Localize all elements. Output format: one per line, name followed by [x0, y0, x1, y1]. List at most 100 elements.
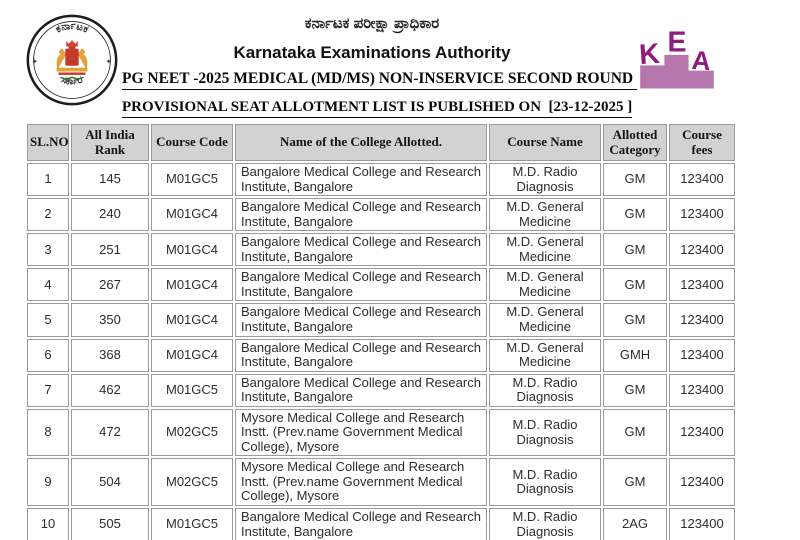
cell-course-code: M01GC4 [151, 198, 233, 232]
cell-allotted-category: GM [603, 163, 667, 197]
cell-college-name: Bangalore Medical College and Research I… [235, 233, 487, 267]
round-title: PG NEET -2025 MEDICAL (MD/MS) NON-INSERV… [122, 70, 638, 90]
emblem-center-motif [56, 39, 88, 80]
cell-course-name: M.D. Radio Diagnosis [489, 408, 601, 457]
cell-course-code: M01GC4 [151, 233, 233, 267]
cell-slno: 9 [27, 458, 69, 507]
cell-allotted-category: GM [603, 303, 667, 337]
table-header-row: SL.NO All India Rank Course Code Name of th… [27, 124, 735, 162]
cell-college-name: Bangalore Medical College and Research I… [235, 338, 487, 372]
cell-course-fees: 123400 [669, 373, 735, 407]
cell-allotted-category: GM [603, 198, 667, 232]
cell-course-code: M01GC4 [151, 338, 233, 372]
cell-course-name: M.D. General Medicine [489, 233, 601, 267]
table-row: 2 240 M01GC4 Bangalore Medical College and … [27, 198, 735, 232]
cell-slno: 7 [27, 373, 69, 407]
cell-all-india-rank: 240 [71, 198, 149, 232]
cell-allotted-category: GM [603, 408, 667, 457]
cell-college-name: Bangalore Medical College and Research I… [235, 303, 487, 337]
letterhead: ಕರ್ನಾಟಕ ಪರೀಕ್ಷಾ ಪ್ರಾಧಿಕಾರ Karnataka Exam… [122, 8, 638, 118]
cell-course-code: M02GC5 [151, 458, 233, 507]
table-row: 7 462 M01GC5 Bangalore Medical College and … [27, 373, 735, 407]
org-name-kannada: ಕರ್ನಾಟಕ ಪರೀಕ್ಷಾ ಪ್ರಾಧಿಕಾರ [304, 15, 440, 32]
cell-course-name: M.D. Radio Diagnosis [489, 163, 601, 197]
cell-course-fees: 123400 [669, 198, 735, 232]
cell-course-name: M.D. Radio Diagnosis [489, 458, 601, 507]
column-header: Allotted Category [603, 124, 667, 162]
emblem-top-text: ಕರ್ನಾಟಕ [54, 21, 90, 36]
cell-slno: 1 [27, 163, 69, 197]
cell-course-code: M01GC4 [151, 303, 233, 337]
cell-course-fees: 123400 [669, 268, 735, 302]
cell-course-name: M.D. General Medicine [489, 303, 601, 337]
cell-course-fees: 123400 [669, 338, 735, 372]
table-row: 5 350 M01GC4 Bangalore Medical College and … [27, 303, 735, 337]
cell-course-fees: 123400 [669, 303, 735, 337]
cell-slno: 4 [27, 268, 69, 302]
cell-course-code: M01GC5 [151, 508, 233, 540]
cell-slno: 5 [27, 303, 69, 337]
kea-letter-e: E [668, 27, 687, 59]
kea-logo-icon: K E A [638, 27, 714, 89]
cell-course-fees: 123400 [669, 163, 735, 197]
cell-all-india-rank: 145 [71, 163, 149, 197]
cell-all-india-rank: 368 [71, 338, 149, 372]
emblem-left-ornament: ✦ [32, 57, 39, 66]
cell-course-code: M01GC4 [151, 268, 233, 302]
publish-line: PROVISIONAL SEAT ALLOTMENT LIST IS PUBLI… [122, 99, 633, 118]
cell-course-name: M.D. Radio Diagnosis [489, 373, 601, 407]
kea-letter-a: A [691, 45, 712, 76]
cell-college-name: Bangalore Medical College and Research I… [235, 163, 487, 197]
cell-college-name: Mysore Medical College and Research Inst… [235, 458, 487, 507]
cell-all-india-rank: 505 [71, 508, 149, 540]
table-row: 1 145 M01GC5 Bangalore Medical College and … [27, 163, 735, 197]
table-row: 3 251 M01GC4 Bangalore Medical College and … [27, 233, 735, 267]
cell-course-fees: 123400 [669, 408, 735, 457]
column-header: Name of the College Allotted. [235, 124, 487, 162]
cell-course-name: M.D. General Medicine [489, 338, 601, 372]
cell-college-name: Bangalore Medical College and Research I… [235, 373, 487, 407]
cell-allotted-category: GMH [603, 338, 667, 372]
cell-course-fees: 123400 [669, 458, 735, 507]
cell-all-india-rank: 504 [71, 458, 149, 507]
cell-slno: 3 [27, 233, 69, 267]
cell-college-name: Mysore Medical College and Research Inst… [235, 408, 487, 457]
cell-course-code: M01GC5 [151, 373, 233, 407]
column-header: Course Code [151, 124, 233, 162]
cell-college-name: Bangalore Medical College and Research I… [235, 508, 487, 540]
cell-allotted-category: 2AG [603, 508, 667, 540]
kea-letter-k: K [638, 38, 661, 71]
table-row: 10 505 M01GC5 Bangalore Medical College and… [27, 508, 735, 540]
cell-all-india-rank: 350 [71, 303, 149, 337]
table-row: 8 472 M02GC5 Mysore Medical College and Res… [27, 408, 735, 457]
cell-course-name: M.D. General Medicine [489, 268, 601, 302]
cell-course-code: M01GC5 [151, 163, 233, 197]
cell-all-india-rank: 251 [71, 233, 149, 267]
allotment-table-container: SL.NO All India Rank Course Code Name of th… [25, 122, 737, 540]
cell-all-india-rank: 267 [71, 268, 149, 302]
table-row: 9 504 M02GC5 Mysore Medical College and Res… [27, 458, 735, 507]
org-name-english: Karnataka Examinations Authority [233, 43, 511, 62]
cell-college-name: Bangalore Medical College and Research I… [235, 268, 487, 302]
cell-slno: 6 [27, 338, 69, 372]
cell-course-code: M02GC5 [151, 408, 233, 457]
karnataka-emblem-icon: ಕರ್ನಾಟಕ ಸರ್ಕಾರ ✦ ✦ [26, 14, 118, 106]
emblem-right-ornament: ✦ [106, 57, 113, 66]
cell-college-name: Bangalore Medical College and Research I… [235, 198, 487, 232]
cell-course-fees: 123400 [669, 508, 735, 540]
table-row: 4 267 M01GC4 Bangalore Medical College and … [27, 268, 735, 302]
column-header: Course fees [669, 124, 735, 162]
cell-course-name: M.D. Radio Diagnosis [489, 508, 601, 540]
column-header: All India Rank [71, 124, 149, 162]
emblem-bottom-text: ಸರ್ಕಾರ [60, 74, 85, 87]
column-header: SL.NO [27, 124, 69, 162]
cell-allotted-category: GM [603, 233, 667, 267]
cell-slno: 2 [27, 198, 69, 232]
cell-allotted-category: GM [603, 373, 667, 407]
allotment-table: SL.NO All India Rank Course Code Name of th… [25, 122, 737, 540]
cell-all-india-rank: 472 [71, 408, 149, 457]
cell-allotted-category: GM [603, 268, 667, 302]
table-row: 6 368 M01GC4 Bangalore Medical College and … [27, 338, 735, 372]
column-header: Course Name [489, 124, 601, 162]
